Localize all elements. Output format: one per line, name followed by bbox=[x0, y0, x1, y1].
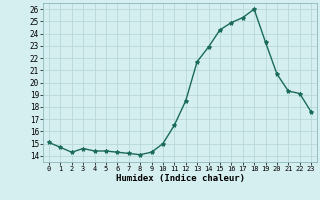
X-axis label: Humidex (Indice chaleur): Humidex (Indice chaleur) bbox=[116, 174, 244, 183]
